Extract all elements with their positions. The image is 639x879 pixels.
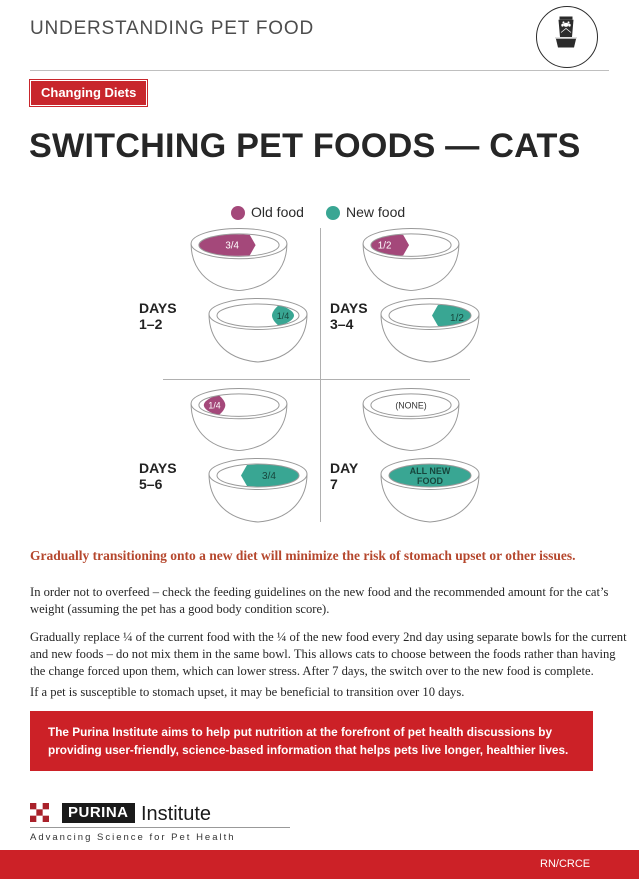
svg-text:3/4: 3/4 xyxy=(262,471,276,482)
svg-text:1/2: 1/2 xyxy=(450,313,464,324)
svg-text:ALL NEW: ALL NEW xyxy=(410,466,451,476)
svg-text:1/2: 1/2 xyxy=(378,241,392,252)
svg-text:3/4: 3/4 xyxy=(225,241,239,252)
svg-text:FOOD: FOOD xyxy=(417,476,443,486)
svg-text:(NONE): (NONE) xyxy=(395,401,426,411)
svg-text:1/4: 1/4 xyxy=(208,401,220,411)
svg-text:1/4: 1/4 xyxy=(277,311,290,321)
